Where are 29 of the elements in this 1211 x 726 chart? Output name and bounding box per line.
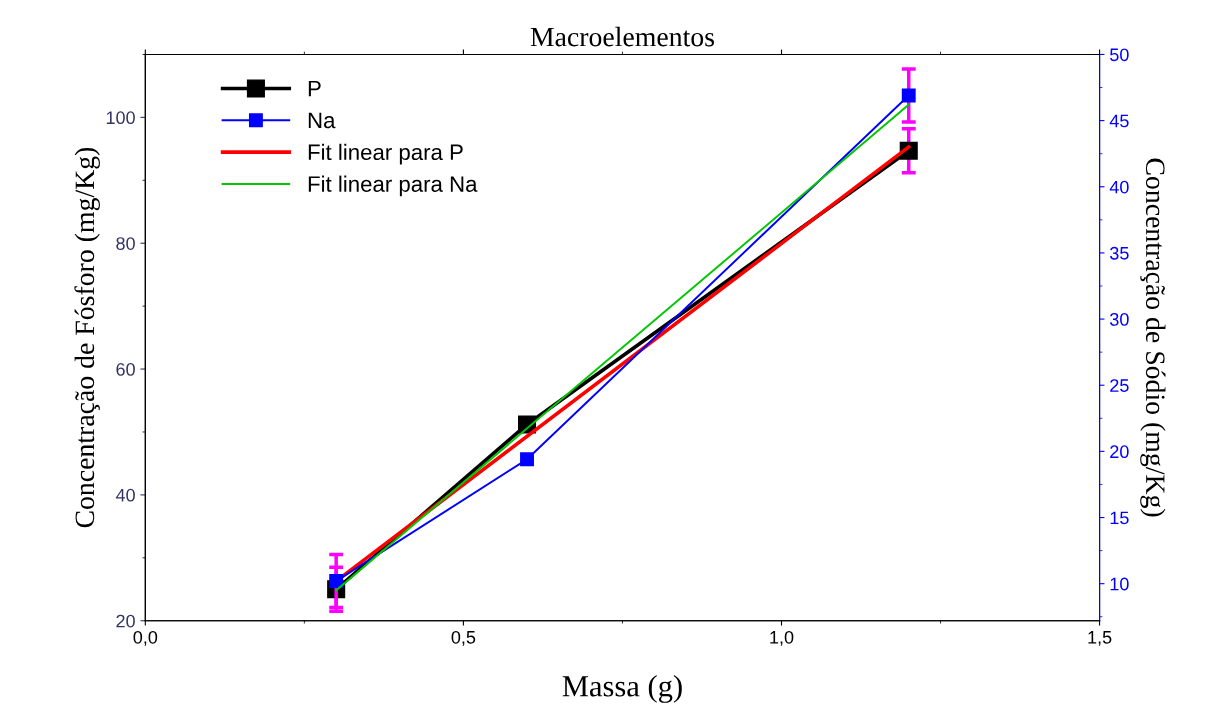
x-tick-label: 0,5	[451, 630, 476, 646]
x-tick-label: 1,0	[770, 630, 794, 646]
y2-tick-label: 10	[1110, 577, 1129, 591]
legend-label: P	[308, 80, 321, 97]
y-tick-label: 100	[106, 111, 135, 125]
legend-label: Fit linear para P	[308, 143, 463, 165]
y-axis-title: Concentração de Fósforo (mg/Kg)	[74, 147, 100, 528]
y2-tick-label: 15	[1110, 511, 1129, 525]
y2-tick-label: 25	[1110, 379, 1129, 392]
x-tick-label: 0,0	[133, 630, 158, 646]
y2-tick-label: 45	[1109, 114, 1129, 128]
x-axis-title: Massa (g)	[562, 675, 682, 703]
y-tick-label: 40	[115, 488, 135, 502]
y2-tick-label: 20	[1110, 445, 1129, 459]
chart-title: Macroelementos	[530, 26, 714, 47]
y-tick-label: 60	[116, 362, 135, 376]
x-tick-label: 1,5	[1088, 631, 1112, 646]
legend-label: Fit linear para Na	[308, 175, 478, 197]
point	[520, 452, 534, 467]
y2-axis-title: Concentração de Sódio (mg/Kg)	[1140, 158, 1166, 517]
y2-tick-label: 40	[1109, 180, 1129, 194]
point	[901, 88, 916, 103]
y2-tick-label: 35	[1110, 246, 1129, 260]
y-tick-label: 80	[116, 237, 135, 250]
y2-tick-label: 50	[1110, 48, 1129, 62]
legend-label: Na	[308, 112, 336, 129]
point	[329, 574, 344, 588]
y-tick-label: 20	[116, 614, 135, 628]
y2-tick-label: 30	[1110, 313, 1129, 326]
